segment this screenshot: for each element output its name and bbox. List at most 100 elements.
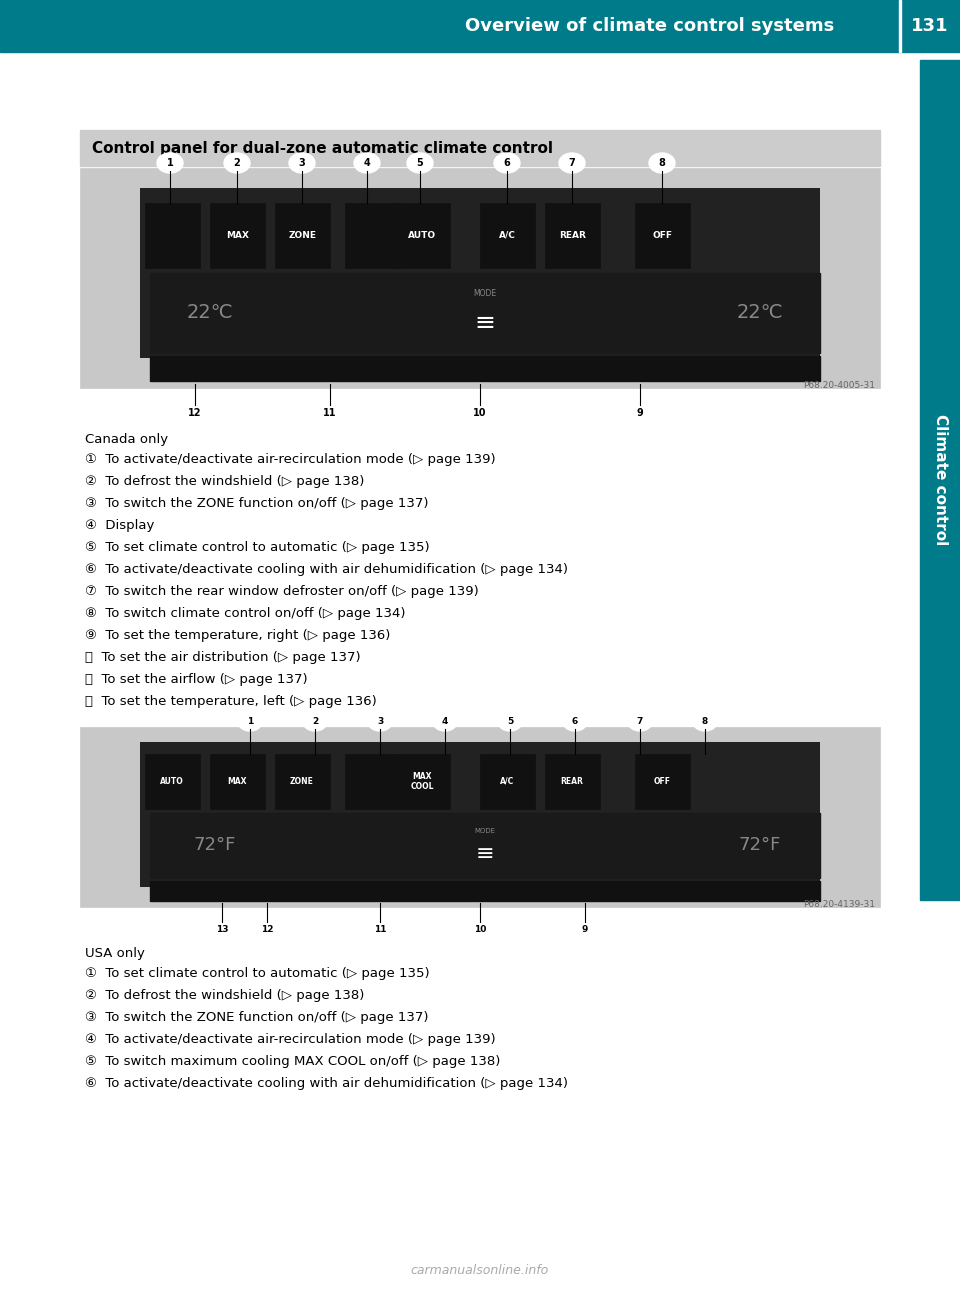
Bar bbox=[345, 203, 400, 268]
Ellipse shape bbox=[627, 404, 653, 423]
Text: carmanualsonline.info: carmanualsonline.info bbox=[411, 1263, 549, 1276]
Ellipse shape bbox=[573, 921, 597, 937]
Text: USA only: USA only bbox=[85, 947, 145, 960]
Ellipse shape bbox=[157, 154, 183, 173]
Text: P68.20-4005-31: P68.20-4005-31 bbox=[803, 381, 875, 391]
Bar bbox=[635, 203, 690, 268]
Bar bbox=[150, 812, 820, 878]
Text: 7: 7 bbox=[636, 717, 643, 727]
Bar bbox=[345, 754, 400, 809]
Text: 22℃: 22℃ bbox=[736, 303, 783, 323]
Text: 3: 3 bbox=[299, 158, 305, 168]
Bar bbox=[899, 0, 901, 52]
Bar bbox=[545, 203, 600, 268]
Ellipse shape bbox=[468, 921, 492, 937]
Bar bbox=[140, 742, 820, 887]
Text: 22℃: 22℃ bbox=[186, 303, 233, 323]
Bar bbox=[80, 168, 880, 388]
Text: 1: 1 bbox=[247, 717, 253, 727]
Text: 2: 2 bbox=[312, 717, 318, 727]
Bar bbox=[210, 203, 265, 268]
Text: 1: 1 bbox=[167, 158, 174, 168]
Text: MAX: MAX bbox=[226, 230, 249, 240]
Text: ⑥  To activate/deactivate cooling with air dehumidification (▷ page 134): ⑥ To activate/deactivate cooling with ai… bbox=[85, 1077, 568, 1090]
Text: REAR: REAR bbox=[561, 777, 584, 786]
Ellipse shape bbox=[238, 713, 262, 730]
Text: 11: 11 bbox=[373, 924, 386, 934]
Bar bbox=[80, 727, 880, 907]
Text: 4: 4 bbox=[442, 717, 448, 727]
Bar bbox=[150, 273, 820, 353]
Text: ①  To activate/deactivate air-recirculation mode (▷ page 139): ① To activate/deactivate air-recirculati… bbox=[85, 453, 495, 466]
Bar bbox=[145, 203, 200, 268]
Bar bbox=[0, 0, 900, 52]
Text: OFF: OFF bbox=[654, 777, 670, 786]
Text: MODE: MODE bbox=[473, 289, 496, 297]
Text: REAR: REAR bbox=[559, 230, 586, 240]
Text: 13: 13 bbox=[216, 924, 228, 934]
Text: A/C: A/C bbox=[499, 230, 516, 240]
Bar bbox=[900, 0, 960, 52]
Text: ZONE: ZONE bbox=[290, 777, 314, 786]
Bar bbox=[275, 754, 330, 809]
Text: ≡: ≡ bbox=[476, 844, 494, 863]
Ellipse shape bbox=[407, 154, 433, 173]
Text: 9: 9 bbox=[636, 408, 643, 418]
Ellipse shape bbox=[182, 404, 208, 423]
Bar bbox=[150, 355, 820, 381]
Text: AUTO: AUTO bbox=[160, 777, 184, 786]
Text: 2: 2 bbox=[233, 158, 240, 168]
Text: Overview of climate control systems: Overview of climate control systems bbox=[466, 17, 834, 35]
Text: ④  Display: ④ Display bbox=[85, 519, 155, 533]
Text: P68.20-4139-31: P68.20-4139-31 bbox=[803, 900, 875, 909]
Ellipse shape bbox=[210, 921, 234, 937]
Bar bbox=[480, 203, 535, 268]
Bar bbox=[145, 754, 200, 809]
Ellipse shape bbox=[317, 404, 343, 423]
Bar bbox=[140, 187, 820, 358]
Text: Climate control: Climate control bbox=[932, 414, 948, 546]
Text: 10: 10 bbox=[474, 924, 486, 934]
Text: AUTO: AUTO bbox=[408, 230, 437, 240]
Text: ③  To switch the ZONE function on/off (▷ page 137): ③ To switch the ZONE function on/off (▷ … bbox=[85, 1010, 428, 1023]
Bar bbox=[920, 60, 960, 900]
Text: 4: 4 bbox=[364, 158, 371, 168]
Ellipse shape bbox=[354, 154, 380, 173]
Bar bbox=[635, 754, 690, 809]
Ellipse shape bbox=[693, 713, 717, 730]
Bar bbox=[150, 881, 820, 901]
Text: 72°F: 72°F bbox=[194, 836, 236, 854]
Text: ZONE: ZONE bbox=[289, 230, 317, 240]
Text: A/C: A/C bbox=[500, 777, 515, 786]
Text: Canada only: Canada only bbox=[85, 434, 168, 447]
Text: ⑥  To activate/deactivate cooling with air dehumidification (▷ page 134): ⑥ To activate/deactivate cooling with ai… bbox=[85, 562, 568, 575]
Bar bbox=[275, 203, 330, 268]
Text: ≡: ≡ bbox=[474, 311, 495, 335]
Text: 12: 12 bbox=[261, 924, 274, 934]
Text: 72°F: 72°F bbox=[739, 836, 781, 854]
Ellipse shape bbox=[649, 154, 675, 173]
Ellipse shape bbox=[433, 713, 457, 730]
Ellipse shape bbox=[559, 154, 585, 173]
Text: 131: 131 bbox=[911, 17, 948, 35]
Text: 6: 6 bbox=[504, 158, 511, 168]
Ellipse shape bbox=[368, 921, 392, 937]
Ellipse shape bbox=[255, 921, 279, 937]
Text: ③  To switch the ZONE function on/off (▷ page 137): ③ To switch the ZONE function on/off (▷ … bbox=[85, 497, 428, 510]
Text: ②  To defrost the windshield (▷ page 138): ② To defrost the windshield (▷ page 138) bbox=[85, 990, 365, 1003]
Ellipse shape bbox=[224, 154, 250, 173]
Text: ④  To activate/deactivate air-recirculation mode (▷ page 139): ④ To activate/deactivate air-recirculati… bbox=[85, 1032, 495, 1046]
Text: MODE: MODE bbox=[474, 828, 495, 835]
Text: ⑬  To set the temperature, left (▷ page 136): ⑬ To set the temperature, left (▷ page 1… bbox=[85, 695, 376, 708]
Text: 12: 12 bbox=[188, 408, 202, 418]
Text: ⑪  To set the air distribution (▷ page 137): ⑪ To set the air distribution (▷ page 13… bbox=[85, 651, 361, 664]
Bar bbox=[480, 754, 535, 809]
Text: ⑧  To switch climate control on/off (▷ page 134): ⑧ To switch climate control on/off (▷ pa… bbox=[85, 607, 405, 620]
Text: ①  To set climate control to automatic (▷ page 135): ① To set climate control to automatic (▷… bbox=[85, 967, 430, 980]
Text: OFF: OFF bbox=[653, 230, 673, 240]
Text: 6: 6 bbox=[572, 717, 578, 727]
Ellipse shape bbox=[289, 154, 315, 173]
Text: 3: 3 bbox=[377, 717, 383, 727]
Text: ⑦  To switch the rear window defroster on/off (▷ page 139): ⑦ To switch the rear window defroster on… bbox=[85, 585, 479, 598]
Text: 5: 5 bbox=[507, 717, 514, 727]
